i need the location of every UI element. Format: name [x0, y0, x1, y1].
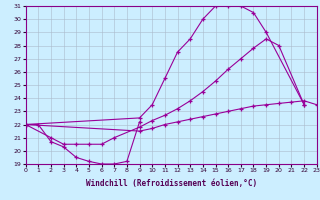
X-axis label: Windchill (Refroidissement éolien,°C): Windchill (Refroidissement éolien,°C)	[86, 179, 257, 188]
